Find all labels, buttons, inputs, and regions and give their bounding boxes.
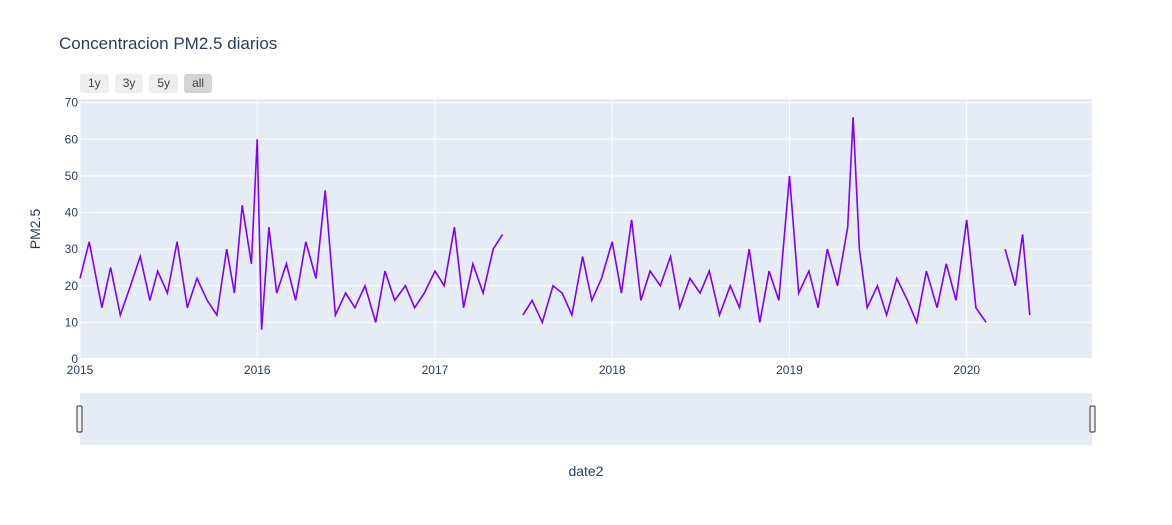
x-axis-ticks: 2015 2016 2017 2018 2019 2020: [67, 363, 981, 377]
y-tick-label: 60: [65, 132, 79, 146]
range-button-5y[interactable]: 5y: [149, 74, 179, 93]
y-tick-label: 50: [65, 169, 79, 183]
range-slider-left-handle[interactable]: [76, 405, 83, 433]
y-tick-label: 10: [65, 315, 79, 329]
x-tick-label: 2018: [599, 363, 626, 377]
range-slider-right-handle[interactable]: [1089, 405, 1096, 433]
chart-title: Concentracion PM2.5 diarios: [59, 34, 278, 53]
range-selector: 1y 3y 5y all: [80, 74, 213, 93]
range-button-1y[interactable]: 1y: [80, 74, 109, 93]
y-tick-label: 40: [65, 206, 79, 220]
plot-background: [80, 99, 1092, 359]
y-tick-label: 30: [65, 242, 79, 256]
x-tick-label: 2017: [422, 363, 449, 377]
x-tick-label: 2015: [67, 363, 94, 377]
y-axis-ticks: 0 10 20 30 40 50 60 70: [65, 96, 79, 366]
y-tick-label: 20: [65, 279, 79, 293]
y-axis-title: PM2.5: [27, 209, 43, 250]
range-slider-track[interactable]: [80, 393, 1092, 445]
x-tick-label: 2020: [953, 363, 980, 377]
y-tick-label: 0: [71, 352, 78, 366]
x-tick-label: 2019: [776, 363, 803, 377]
x-tick-label: 2016: [244, 363, 271, 377]
x-axis-title: date2: [568, 463, 603, 479]
range-button-all[interactable]: all: [184, 74, 213, 93]
range-button-3y[interactable]: 3y: [114, 74, 144, 93]
range-slider[interactable]: [76, 393, 1096, 445]
series-line[interactable]: [79, 117, 1031, 330]
y-tick-label: 70: [65, 96, 79, 110]
